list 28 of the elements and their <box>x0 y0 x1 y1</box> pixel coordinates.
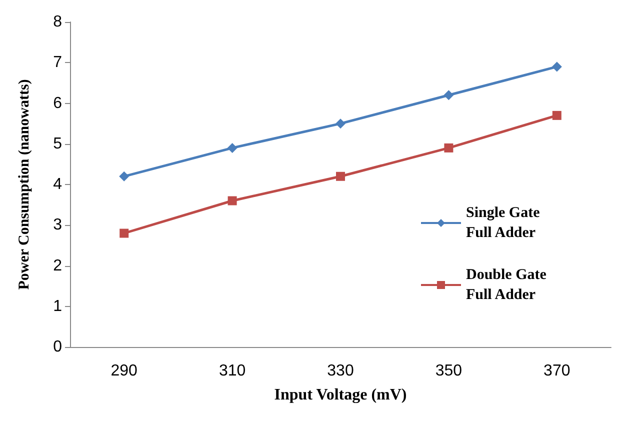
point <box>552 62 562 72</box>
x-tick-label: 370 <box>544 362 570 380</box>
y-tick-label: 1 <box>53 298 62 315</box>
point <box>228 196 237 206</box>
y-tick-label: 4 <box>53 176 62 193</box>
legend-label: Double Gate Full Adder <box>466 267 550 303</box>
point <box>336 172 345 181</box>
point <box>227 142 238 153</box>
y-tick-label: 0 <box>53 338 62 356</box>
y-tick-label: 2 <box>53 257 62 274</box>
point <box>444 143 454 152</box>
point <box>119 171 130 182</box>
point <box>336 118 346 129</box>
x-tick-label: 330 <box>327 362 354 380</box>
y-tick-label: 8 <box>53 14 62 30</box>
legend-label: Single Gate Full Adder <box>466 205 544 241</box>
x-tick-label: 310 <box>218 362 246 380</box>
x-tick-label: 350 <box>435 362 462 380</box>
y-tick-label: 3 <box>53 216 62 234</box>
x-axis-title: Input Voltage (mV) <box>274 386 407 404</box>
y-axis-title: Power Consumption (nanowatts) <box>16 79 32 290</box>
y-tick-label: 7 <box>53 54 62 72</box>
point <box>444 90 454 100</box>
y-tick-label: 6 <box>53 94 62 112</box>
y-tick-label: 5 <box>53 135 62 152</box>
point <box>120 228 129 238</box>
point <box>552 110 562 120</box>
x-tick-label: 290 <box>110 362 138 380</box>
